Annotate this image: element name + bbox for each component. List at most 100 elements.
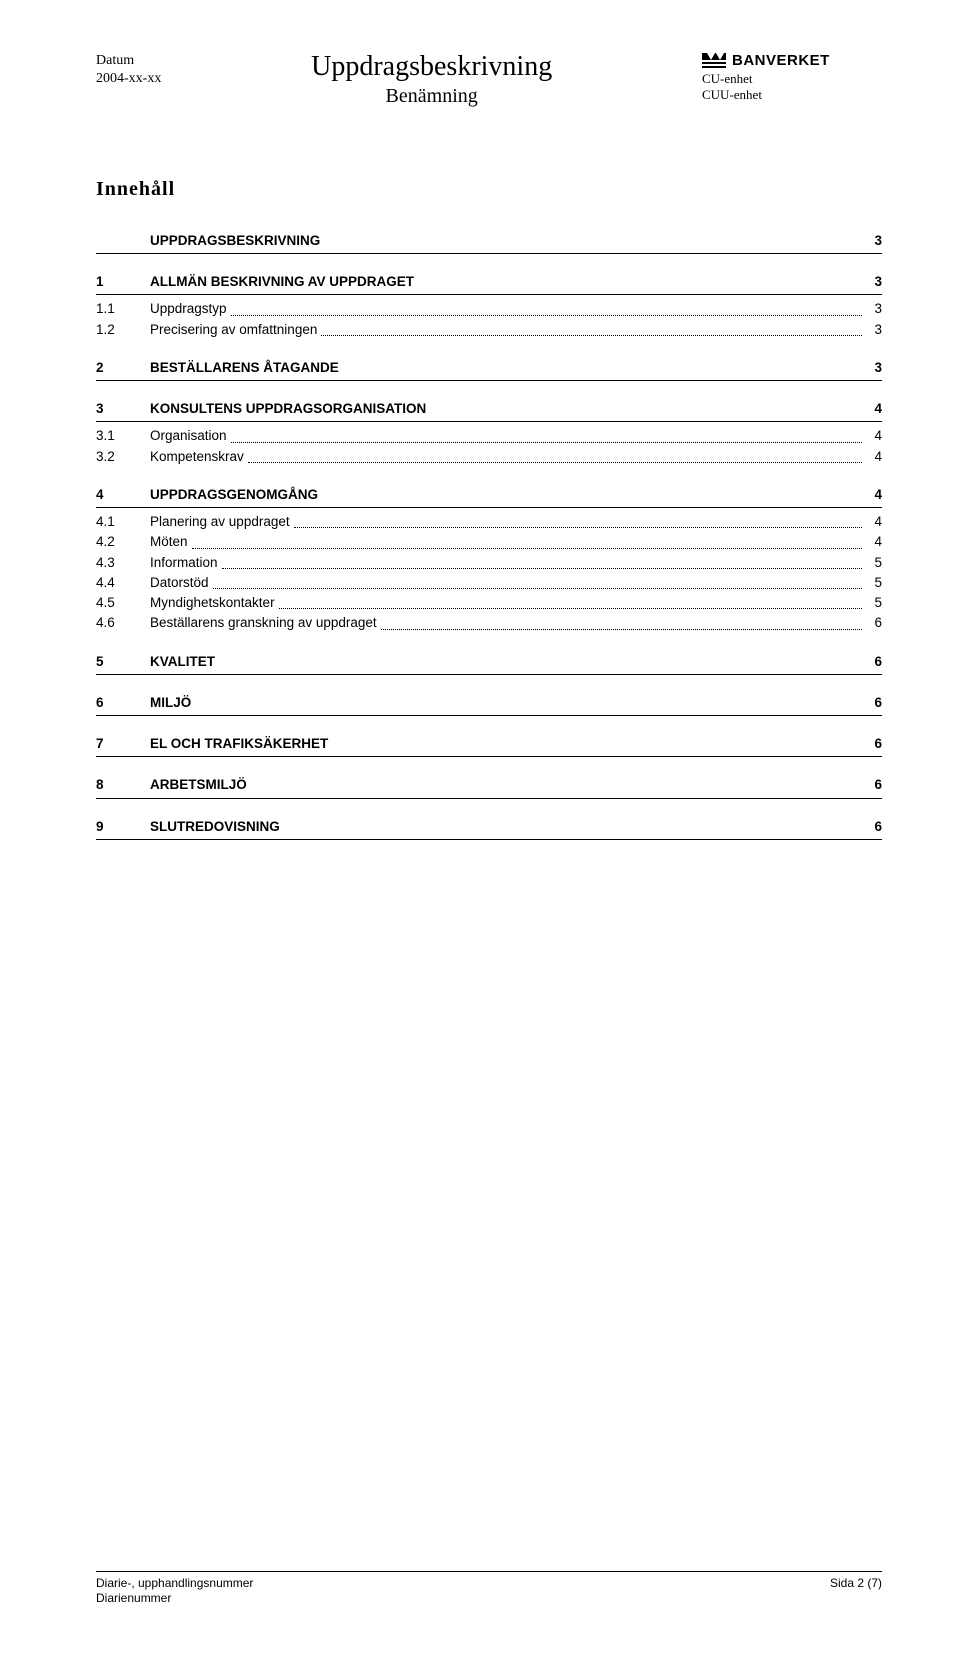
toc-section-page: 4 <box>866 485 882 505</box>
toc-section-label: UPPDRAGSGENOMGÅNG <box>150 485 318 505</box>
toc-section-num: 7 <box>96 734 150 754</box>
toc-section-num: 9 <box>96 817 150 837</box>
toc-sub-num: 4.4 <box>96 573 150 593</box>
leader-dots <box>381 628 862 630</box>
toc-subsection: 4.6Beställarens granskning av uppdraget 6 <box>96 613 882 633</box>
toc-subsection: 4.4Datorstöd 5 <box>96 573 882 593</box>
leader-dots <box>294 526 862 528</box>
brand-name: BANVERKET <box>732 52 830 71</box>
toc-subsection: 4.1Planering av uppdraget 4 <box>96 512 882 532</box>
toc-section: 9SLUTREDOVISNING 6 <box>96 817 882 840</box>
toc-sub-page: 4 <box>866 447 882 467</box>
toc-section-page: 6 <box>866 693 882 713</box>
toc-sub-label: Precisering av omfattningen <box>150 320 317 340</box>
toc-section: 4UPPDRAGSGENOMGÅNG4 <box>96 485 882 508</box>
toc-section-page: 3 <box>866 358 882 378</box>
brand-logo: BANVERKET <box>702 52 882 71</box>
toc-sub-num: 4.3 <box>96 553 150 573</box>
toc-sub-label: Kompetenskrav <box>150 447 244 467</box>
toc-title: Innehåll <box>96 178 882 201</box>
footer-left-line1: Diarie-, upphandlingsnummer <box>96 1576 253 1592</box>
toc-sub-page: 4 <box>866 426 882 446</box>
header-right: BANVERKET CU-enhet CUU-enhet <box>702 52 882 103</box>
toc-sub-num: 4.2 <box>96 532 150 552</box>
brand-logo-icon <box>702 53 726 69</box>
toc-sub-num: 4.6 <box>96 613 150 633</box>
toc-sub-num: 3.2 <box>96 447 150 467</box>
leader-dots <box>192 547 862 549</box>
toc-subsection: 4.3Information 5 <box>96 553 882 573</box>
toc-section-page: 6 <box>866 775 882 795</box>
toc-section-page: 4 <box>866 399 882 419</box>
toc-section-num: 1 <box>96 272 150 292</box>
leader-dots <box>321 334 862 336</box>
toc-sub-num: 4.1 <box>96 512 150 532</box>
toc-sub-num: 4.5 <box>96 593 150 613</box>
toc-section-page: 3 <box>866 272 882 292</box>
toc-sub-page: 5 <box>866 553 882 573</box>
footer-page-number: Sida 2 (7) <box>830 1576 882 1590</box>
toc-subsection: 3.2Kompetenskrav 4 <box>96 447 882 467</box>
document-header: Datum 2004-xx-xx Uppdragsbeskrivning Ben… <box>96 52 882 108</box>
toc-section-label: UPPDRAGSBESKRIVNING <box>150 231 320 251</box>
toc-sub-page: 5 <box>866 593 882 613</box>
footer-left: Diarie-, upphandlingsnummer Diarienummer <box>96 1576 253 1607</box>
toc-section: 5KVALITET 6 <box>96 652 882 675</box>
date-label: Datum <box>96 52 161 70</box>
toc-section-num: 8 <box>96 775 150 795</box>
toc-section: 8ARBETSMILJÖ 6 <box>96 775 882 798</box>
toc-subsection: 1.2Precisering av omfattningen3 <box>96 320 882 340</box>
toc-sub-label: Beställarens granskning av uppdraget <box>150 613 377 633</box>
toc-section-label: EL OCH TRAFIKSÄKERHET <box>150 734 328 754</box>
leader-dots <box>213 587 862 589</box>
toc-sub-page: 4 <box>866 532 882 552</box>
toc-section-num: 5 <box>96 652 150 672</box>
toc-sub-label: Information <box>150 553 218 573</box>
toc-sub-page: 5 <box>866 573 882 593</box>
toc-section-label: ALLMÄN BESKRIVNING AV UPPDRAGET <box>150 272 414 292</box>
toc-section-label: BESTÄLLARENS ÅTAGANDE <box>150 358 339 378</box>
toc-section-label: ARBETSMILJÖ <box>150 775 247 795</box>
toc-section-label: KVALITET <box>150 652 215 672</box>
footer-left-line2: Diarienummer <box>96 1591 253 1607</box>
leader-dots <box>248 461 862 463</box>
toc-sub-num: 3.1 <box>96 426 150 446</box>
date-value: 2004-xx-xx <box>96 70 161 88</box>
leader-dots <box>222 567 862 569</box>
toc-sub-label: Planering av uppdraget <box>150 512 290 532</box>
leader-dots <box>231 314 862 316</box>
toc-sub-page: 4 <box>866 512 882 532</box>
toc-section: 3KONSULTENS UPPDRAGSORGANISATION 4 <box>96 399 882 422</box>
toc-sub-page: 6 <box>866 613 882 633</box>
toc-section-page: 6 <box>866 817 882 837</box>
toc-subsection: 4.2Möten 4 <box>96 532 882 552</box>
leader-dots <box>279 607 862 609</box>
toc-sub-label: Möten <box>150 532 188 552</box>
toc-sub-label: Myndighetskontakter <box>150 593 275 613</box>
header-center: Uppdragsbeskrivning Benämning <box>161 52 702 108</box>
toc-section-label: KONSULTENS UPPDRAGSORGANISATION <box>150 399 426 419</box>
toc-section-num: 3 <box>96 399 150 419</box>
toc-sub-num: 1.2 <box>96 320 150 340</box>
toc-sub-num: 1.1 <box>96 299 150 319</box>
toc-section-page: 6 <box>866 652 882 672</box>
doc-title: Uppdragsbeskrivning <box>161 52 702 83</box>
toc-sub-page: 3 <box>866 299 882 319</box>
toc-section: UPPDRAGSBESKRIVNING3 <box>96 231 882 254</box>
toc-section-page: 6 <box>866 734 882 754</box>
toc-section-num: 6 <box>96 693 150 713</box>
toc-sub-label: Uppdragstyp <box>150 299 227 319</box>
content: Innehåll UPPDRAGSBESKRIVNING31ALLMÄN BES… <box>96 178 882 840</box>
toc-sub-label: Datorstöd <box>150 573 209 593</box>
toc-subsection: 3.1Organisation 4 <box>96 426 882 446</box>
doc-subtitle: Benämning <box>161 85 702 108</box>
toc-section-label: SLUTREDOVISNING <box>150 817 280 837</box>
table-of-contents: UPPDRAGSBESKRIVNING31ALLMÄN BESKRIVNING … <box>96 231 882 840</box>
toc-section: 1ALLMÄN BESKRIVNING AV UPPDRAGET 3 <box>96 272 882 295</box>
toc-sub-label: Organisation <box>150 426 227 446</box>
toc-section-num: 4 <box>96 485 150 505</box>
document-footer: Diarie-, upphandlingsnummer Diarienummer… <box>96 1571 882 1607</box>
toc-subsection: 1.1Uppdragstyp 3 <box>96 299 882 319</box>
toc-section-label: MILJÖ <box>150 693 191 713</box>
org-unit-1: CU-enhet <box>702 71 882 87</box>
